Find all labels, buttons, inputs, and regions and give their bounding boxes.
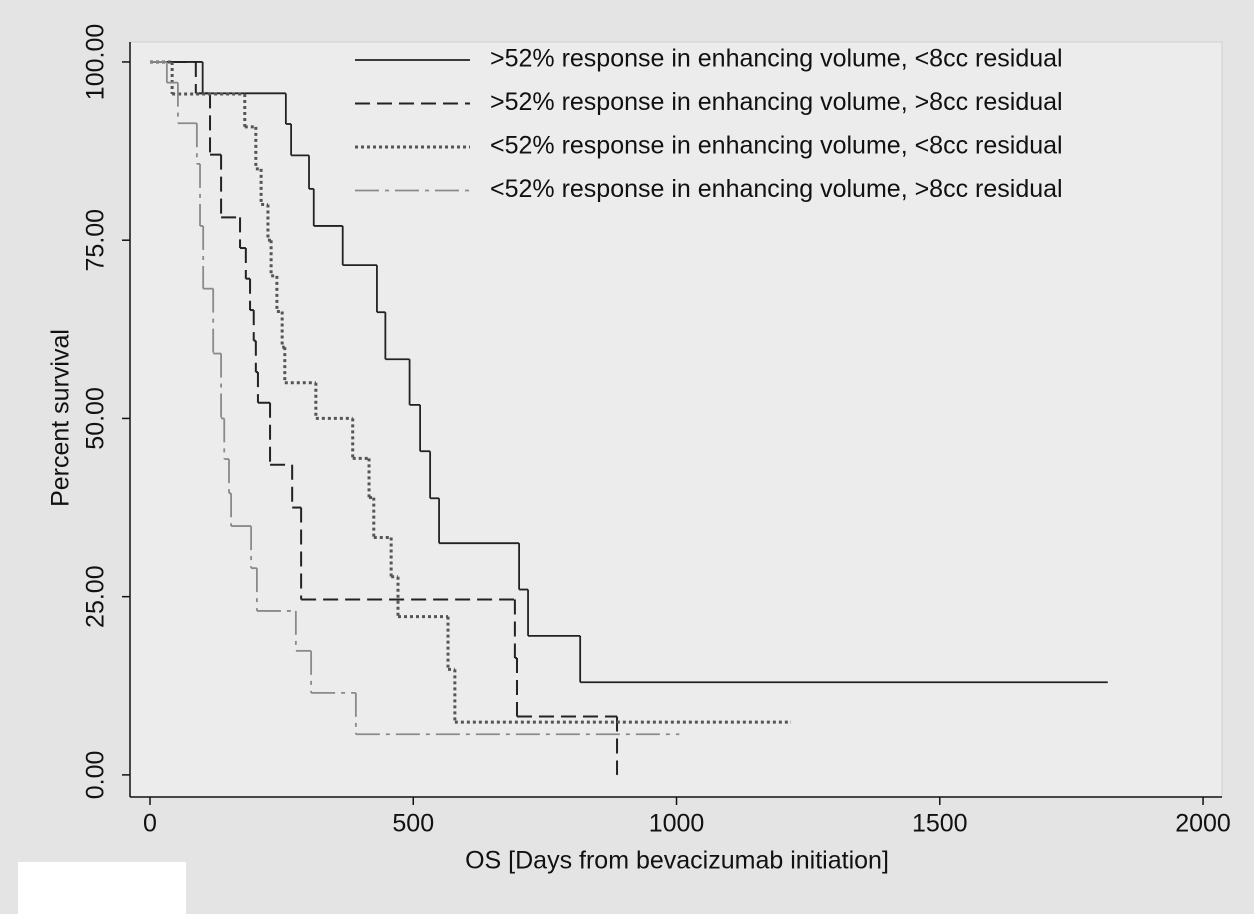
legend-label: >52% response in enhancing volume, >8cc …	[490, 88, 1063, 116]
x-tick-label: 500	[392, 810, 434, 838]
y-tick-label: 25.00	[82, 565, 110, 628]
x-axis-label: OS [Days from bevacizumab initiation]	[465, 847, 889, 875]
y-tick-label: 50.00	[82, 387, 110, 450]
x-tick-label: 0	[143, 810, 157, 838]
x-tick-label: 2000	[1175, 810, 1231, 838]
legend-label: >52% response in enhancing volume, <8cc …	[490, 45, 1063, 73]
blank-box	[18, 862, 186, 914]
x-tick-label: 1000	[649, 810, 705, 838]
legend-label: <52% response in enhancing volume, >8cc …	[490, 175, 1063, 203]
x-tick-label: 1500	[912, 810, 968, 838]
y-tick-label: 100.00	[82, 24, 110, 100]
legend-label: <52% response in enhancing volume, <8cc …	[490, 132, 1063, 160]
y-tick-label: 0.00	[82, 751, 110, 800]
y-tick-label: 75.00	[82, 209, 110, 272]
y-axis-label: Percent survival	[47, 329, 75, 507]
